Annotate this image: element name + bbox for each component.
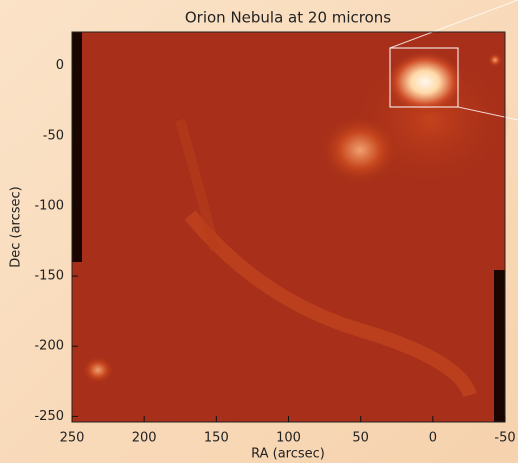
- x-tick-label: 50: [352, 431, 369, 446]
- y-tick-label: -250: [34, 409, 64, 424]
- chart-title: Orion Nebula at 20 microns: [185, 9, 391, 27]
- x-tick-label: 150: [204, 431, 229, 446]
- y-tick-label: -150: [34, 269, 64, 284]
- y-tick-label: -200: [34, 339, 64, 354]
- y-axis-label: Dec (arcsec): [9, 186, 24, 268]
- y-tick-label: 0: [56, 58, 64, 73]
- y-tick-label: -100: [34, 198, 64, 213]
- heatmap: [72, 0, 518, 422]
- x-tick-label: 200: [132, 431, 157, 446]
- x-tick-label: 250: [60, 431, 85, 446]
- x-tick-label: -50: [494, 431, 515, 446]
- y-tick-label: -50: [43, 128, 64, 143]
- x-axis-label: RA (arcsec): [251, 447, 325, 462]
- x-tick-label: 100: [276, 431, 301, 446]
- x-tick-label: 0: [429, 431, 437, 446]
